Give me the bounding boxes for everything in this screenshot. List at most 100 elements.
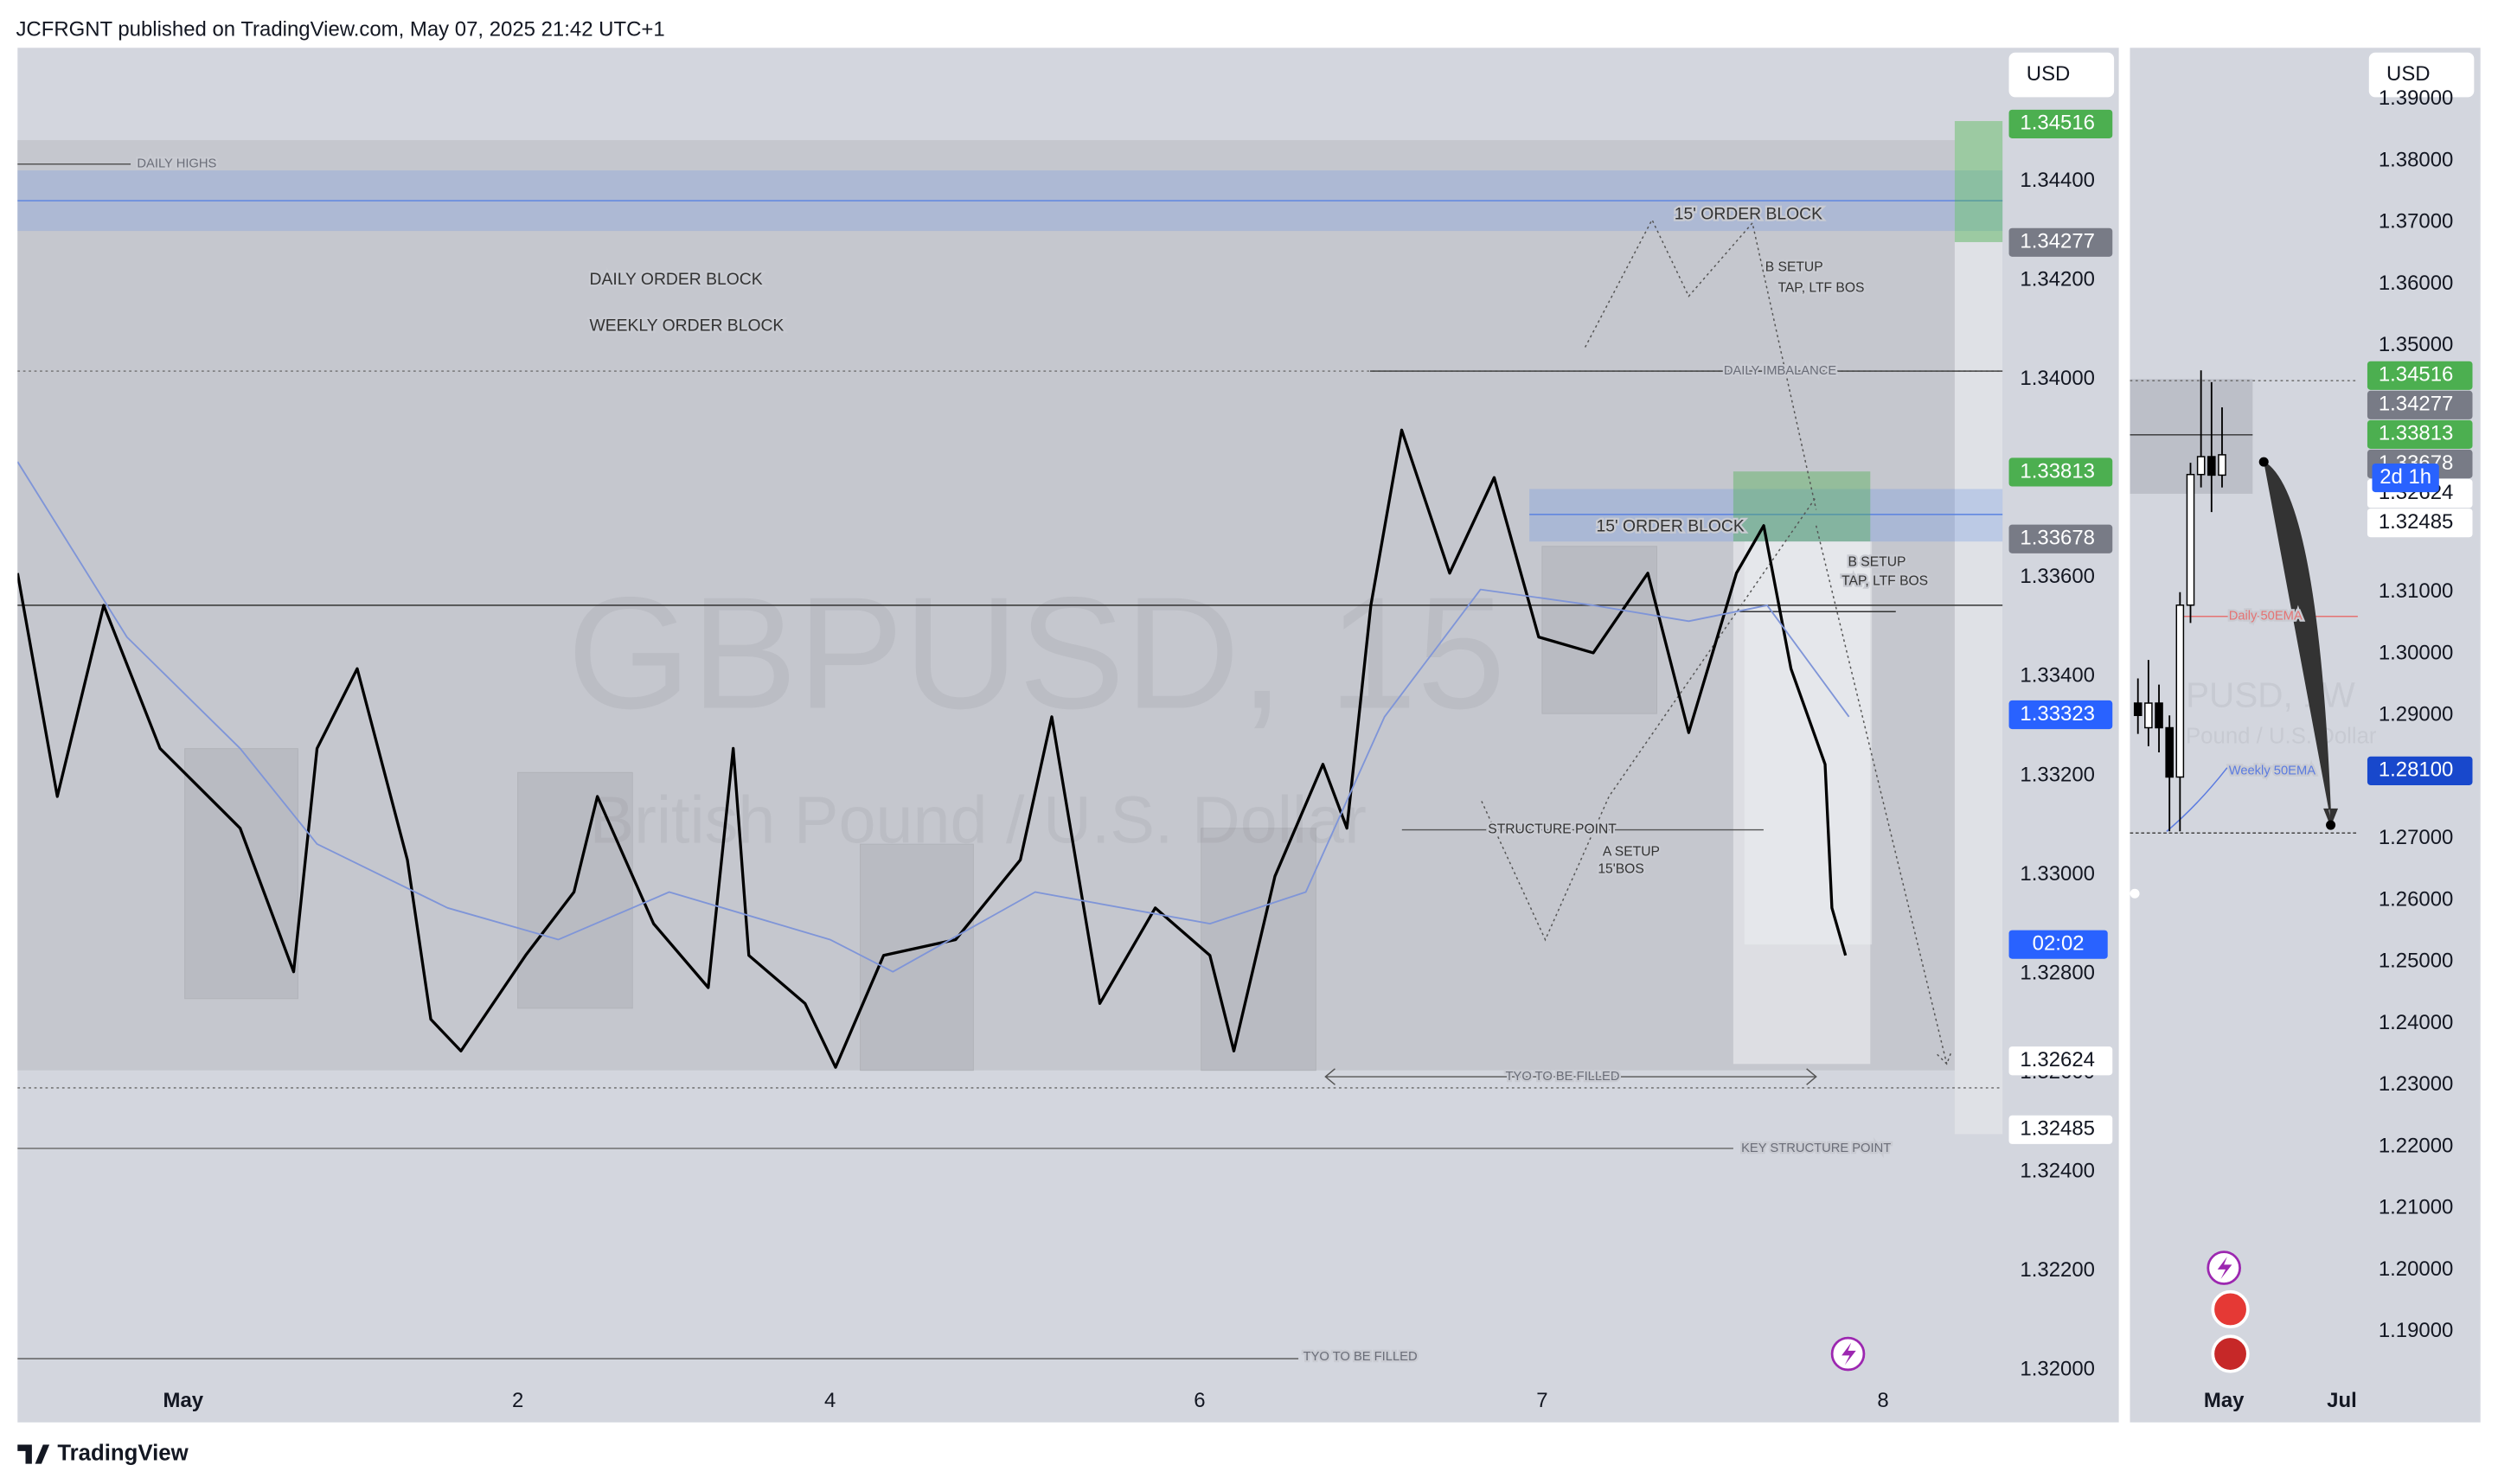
price-marker: [2008, 227, 2113, 257]
projection-strip: [1954, 120, 2003, 1135]
x-tick-label: 4: [824, 1389, 836, 1412]
x-tick-label: May: [2204, 1389, 2245, 1412]
currency-box: [2008, 52, 2115, 98]
watermark-title: PUSD, 1W: [2186, 675, 2356, 714]
tyo-arrow: [1324, 1068, 1817, 1085]
path-sketch: [1584, 218, 1817, 510]
countdown: 02:02: [2033, 932, 2085, 956]
y-tick-label: 1.38000: [2379, 148, 2454, 171]
x-tick-label: 6: [1194, 1389, 1205, 1412]
y-tick-label: 1.21000: [2379, 1196, 2454, 1219]
brand-logo: [17, 1444, 50, 1464]
price-marker: [2367, 361, 2473, 390]
y-tick-label: 1.33200: [2020, 763, 2095, 786]
y-tick-label: 1.24000: [2379, 1011, 2454, 1034]
y-tick-label: 1.34200: [2020, 268, 2095, 291]
price-marker: [2008, 700, 2113, 730]
annotation: DAILY IMBALANCE: [1724, 364, 1837, 378]
y-tick-label: 1.39000: [2379, 86, 2454, 110]
price-marker-label: 1.34277: [2020, 230, 2095, 253]
price-marker: [2008, 1115, 2113, 1144]
watermark-layer: GBPUSD, 15 British Pound / U.S. Dollar: [567, 565, 1506, 858]
range-box: [184, 748, 298, 1000]
countdown-box: [2372, 463, 2439, 493]
y-tick-label: 1.22000: [2379, 1134, 2454, 1157]
price-marker-label: 1.34516: [2379, 363, 2454, 387]
entry-zone: [1733, 471, 1871, 542]
event-icon-bolt: [1841, 1342, 1856, 1366]
annotation: DAILY HIGHS: [137, 157, 216, 171]
axis-layer: May246781.320001.322001.324001.326001.32…: [163, 62, 2113, 1412]
axis-layer: May Jul 1.19000 1.20000 1.21000 1.22000 1.2300…: [2204, 62, 2473, 1412]
y-tick-label: 1.34000: [2020, 367, 2095, 390]
annotation: STRUCTURE POINT: [1488, 822, 1617, 837]
range-box: [860, 843, 974, 1071]
y-tick-label: 1.30000: [2379, 641, 2454, 664]
y-tick-label: 1.32200: [2020, 1258, 2095, 1282]
event-icon-bolt: [2217, 1257, 2232, 1279]
y-tick-label: 1.37000: [2379, 210, 2454, 233]
annotation: DAILY ORDER BLOCK: [589, 271, 762, 289]
x-tick-label: Jul: [2327, 1389, 2357, 1412]
projection-end: [2326, 820, 2336, 830]
y-tick-label: 1.36000: [2379, 272, 2454, 295]
annotation: WEEKLY ORDER BLOCK: [589, 317, 784, 336]
price-marker: [2367, 419, 2473, 449]
y-tick-label: 1.32000: [2020, 1357, 2095, 1380]
annotation: 15'BOS: [1598, 862, 1643, 877]
y-tick-label: 1.32400: [2020, 1159, 2095, 1182]
currency: USD: [2027, 62, 2071, 86]
annotation: TAP, LTF BOS: [1841, 573, 1928, 588]
projection-curve: [2263, 461, 2339, 828]
y-tick-label: 1.23000: [2379, 1072, 2454, 1096]
projection-start: [2258, 457, 2269, 467]
annotation: Weekly 50EMA: [2229, 764, 2316, 777]
y-tick-label: 1.29000: [2379, 703, 2454, 726]
y-tick-label: 1.19000: [2379, 1319, 2454, 1342]
countdown: 2d 1h: [2380, 465, 2431, 489]
candle-body: [2165, 726, 2174, 778]
ema-line: [17, 461, 1850, 973]
price-marker: [2008, 109, 2113, 139]
candle-body: [2144, 702, 2153, 729]
annotation: A SETUP: [1603, 845, 1660, 860]
watermark-layer: PUSD, 1W Pound / U.S. Dollar: [2186, 675, 2377, 748]
price-marker: [2367, 390, 2473, 419]
x-tick-label: 2: [512, 1389, 523, 1412]
weekly-ema: [2166, 767, 2228, 832]
y-tick-label: 1.33600: [2020, 565, 2095, 588]
price-marker: [2367, 756, 2473, 785]
x-tick-label: 7: [1536, 1389, 1547, 1412]
x-tick-label: 8: [1877, 1389, 1888, 1412]
price-marker-label: 1.32485: [2020, 1117, 2095, 1141]
annotation: B SETUP: [1765, 260, 1823, 275]
projection-arrow: [1815, 525, 1952, 1065]
price-marker-label: 1.34516: [2020, 112, 2095, 135]
price-marker-label: 1.32485: [2379, 510, 2454, 534]
candle-body: [2155, 702, 2163, 729]
x-tick-label: May: [163, 1389, 204, 1412]
currency: USD: [2386, 62, 2431, 86]
price-marker: [2008, 1046, 2113, 1076]
annotation: 15' ORDER BLOCK: [1675, 206, 1822, 224]
weekly-panel: [2130, 48, 2481, 1423]
plot-area: Daily 50EMA Weekly 50EMA: [2133, 370, 2318, 832]
annotation: Daily 50EMA: [2229, 610, 2303, 624]
y-tick-label: 1.34400: [2020, 169, 2095, 192]
currency-box: [2368, 52, 2475, 98]
countdown-box: [2008, 930, 2108, 959]
price-marker-label: 1.33813: [2020, 459, 2095, 483]
range-box: [1541, 546, 1657, 714]
price-marker: [2367, 509, 2473, 538]
price-line: [17, 428, 1848, 1069]
annotation: TYO TO BE FILLED: [1506, 1070, 1620, 1084]
y-tick-label: 1.32800: [2020, 961, 2095, 984]
price-marker-label: 1.33323: [2020, 702, 2095, 726]
y-tick-label: 1.20000: [2379, 1257, 2454, 1281]
y-tick-label: 1.33000: [2020, 862, 2095, 886]
candle-body: [2207, 456, 2216, 477]
price-marker-label: 1.33813: [2379, 422, 2454, 445]
annotation: 15' ORDER BLOCK: [1597, 518, 1745, 536]
y-tick-label: 1.35000: [2379, 333, 2454, 356]
